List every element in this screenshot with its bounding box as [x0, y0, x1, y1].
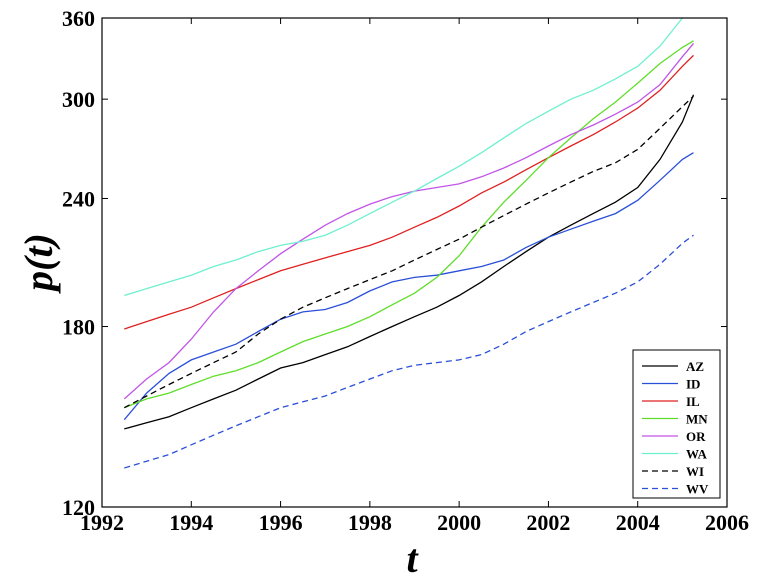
series-line-wa: [124, 17, 683, 297]
x-tick-label: 2006: [705, 510, 749, 535]
legend-label-wa: WA: [686, 447, 708, 462]
series-line-az: [124, 94, 695, 430]
y-tick-label: 300: [62, 87, 95, 112]
series-line-wi: [123, 95, 694, 409]
plot-frame: [101, 17, 728, 508]
y-tick-label: 120: [62, 495, 95, 520]
legend-label-wv: WV: [686, 482, 709, 497]
series-line-wv: [124, 234, 694, 469]
series-line-id: [123, 152, 694, 421]
x-tick-label: 2000: [437, 510, 481, 535]
y-tick-label: 180: [62, 315, 95, 340]
y-tick-label: 360: [62, 6, 95, 31]
series-layer: [123, 17, 695, 469]
x-axis-label: t: [406, 536, 419, 581]
x-tick-label: 1996: [259, 510, 303, 535]
x-tick-label: 1994: [169, 510, 213, 535]
y-axis-label-text: p(t): [16, 233, 61, 294]
x-tick-label: 2002: [526, 510, 570, 535]
y-tick-label: 240: [62, 186, 95, 211]
ticks-layer: 1992 1994 1996 1998 2000 2002 2004 2006 120 180 24…: [62, 6, 749, 535]
legend-label-il: IL: [686, 394, 700, 409]
series-line-mn: [124, 40, 694, 409]
y-axis-label: p(t): [16, 233, 61, 294]
x-tick-label: 2004: [616, 510, 660, 535]
legend-label-mn: MN: [686, 412, 708, 427]
legend-label-az: AZ: [686, 359, 704, 374]
legend-label-or: OR: [686, 429, 706, 444]
x-tick-label: 1998: [348, 510, 392, 535]
legend-label-wi: WI: [686, 464, 704, 479]
legend-box: [632, 349, 721, 499]
series-line-il: [124, 54, 694, 330]
legend-label-id: ID: [686, 377, 700, 392]
x-tick-label: 1992: [80, 510, 124, 535]
legend: AZ ID IL MN OR WA WI WV: [632, 349, 721, 499]
